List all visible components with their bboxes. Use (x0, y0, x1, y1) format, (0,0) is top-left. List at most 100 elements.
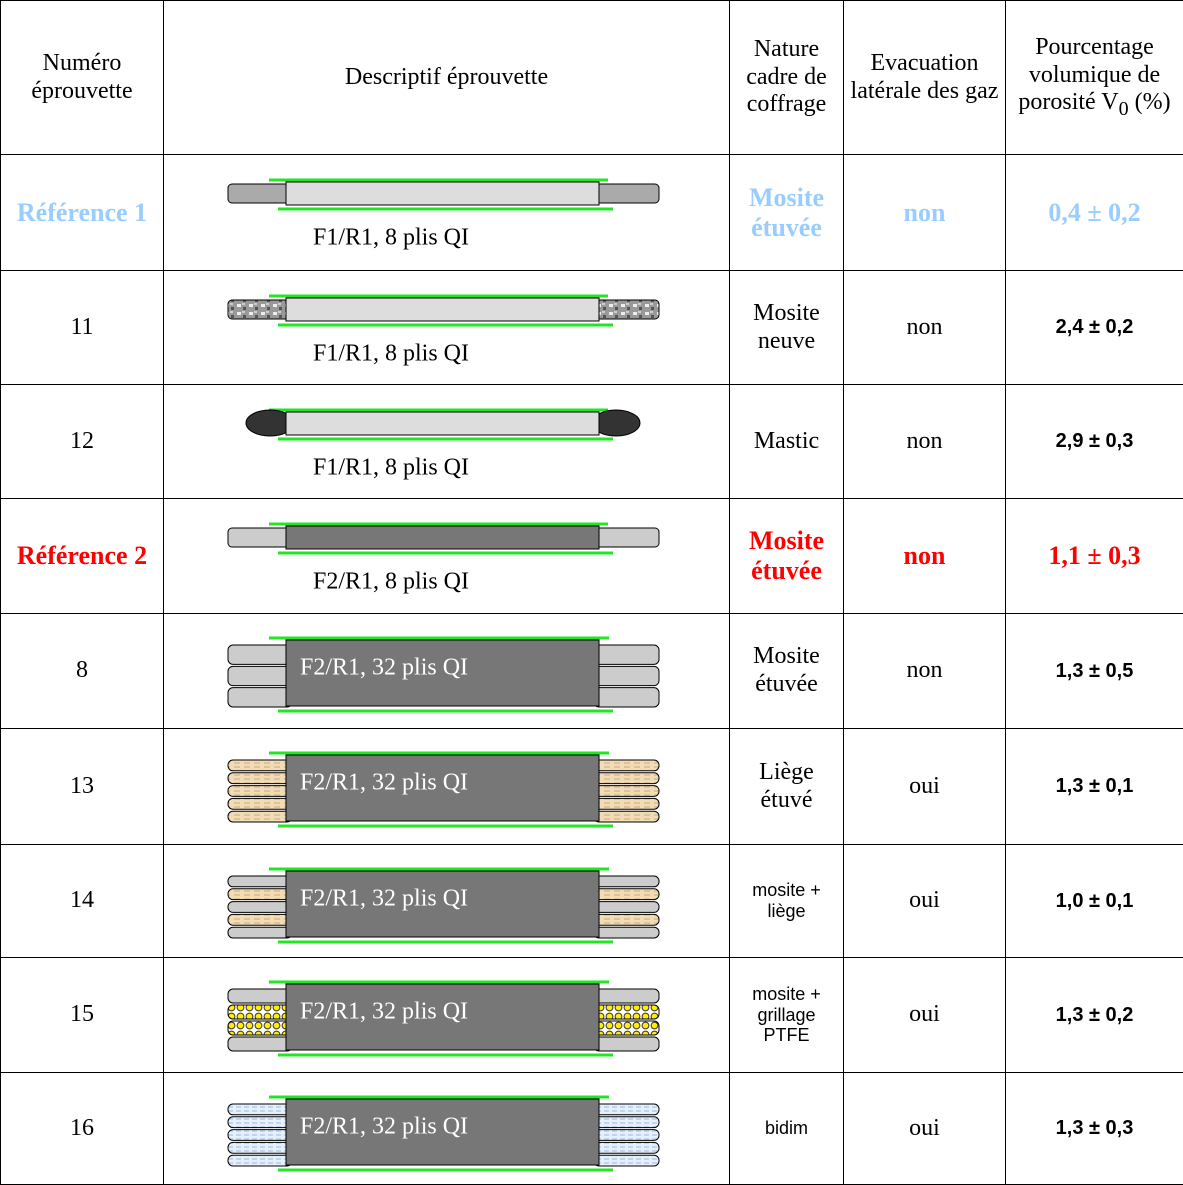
specimen-id: 11 (0, 270, 164, 385)
frame-strip (593, 797, 660, 810)
specimen-label: F1/R1, 8 plis QI (313, 455, 469, 481)
table-row: 15 F2/R1, 32 plis QI mosite + grillage PTF… (0, 957, 1183, 1073)
frame-strip (227, 1129, 293, 1141)
specimen-id: 13 (0, 728, 164, 845)
specimen-label: F2/R1, 8 plis QI (313, 569, 469, 595)
plate (285, 181, 600, 206)
table-body: Référence 1 F1/R1, 8 plis QI Mosite étuvée… (0, 154, 1183, 1185)
frame-type: mosite + liège (729, 844, 844, 958)
header-cell: Nature cadre de coffrage (729, 0, 844, 155)
frame-strip (227, 1036, 293, 1052)
frame-strip (227, 988, 293, 1004)
specimen-drawing: F1/R1, 8 plis QI (227, 178, 660, 251)
frame-strip (593, 759, 660, 772)
table-row: 13 F2/R1, 32 plis QI Liège étuvé oui 1,3 ± 0… (0, 728, 1183, 845)
table-row: 14 F2/R1, 32 plis QI mosite + liège oui 1,0 … (0, 844, 1183, 958)
table-row: 11 F1/R1, 8 plis QI Mosite neuve non 2,4 ± 0… (0, 270, 1183, 385)
plate (285, 1098, 600, 1166)
frame-strip (227, 875, 293, 888)
frame-strip (227, 901, 293, 913)
frame-strip (227, 926, 293, 939)
frame-strip (227, 1141, 293, 1154)
frame-strip (227, 759, 293, 772)
frame-strip (593, 888, 660, 901)
specimen-drawing: F2/R1, 32 plis QI (227, 751, 660, 828)
table-row: 8 F2/R1, 32 plis QI Mosite étuvée non 1,3 ± … (0, 613, 1183, 729)
frame-strip (227, 797, 293, 810)
frame-strip (227, 687, 293, 708)
frame-tab (595, 527, 660, 548)
header-row: Numéro éprouvette Descriptif éprouvette … (0, 0, 1183, 155)
frame-type: Mosite neuve (729, 270, 844, 385)
specimen-description: F2/R1, 32 plis QI (163, 957, 730, 1073)
specimen-drawing: F2/R1, 32 plis QI (227, 867, 660, 944)
plate (285, 639, 600, 707)
header-text: (%) (1128, 89, 1171, 116)
frame-type: Liège étuvé (729, 728, 844, 845)
specimen-id: 14 (0, 844, 164, 958)
specimen-id: 12 (0, 384, 164, 499)
specimen-id: Référence 2 (0, 498, 164, 614)
gas-venting: non (843, 613, 1006, 729)
specimen-id: 16 (0, 1072, 164, 1185)
header-text: Pourcentage volumique de porosité V (1018, 34, 1161, 116)
frame-strip (227, 1004, 293, 1020)
specimen-drawing: F2/R1, 32 plis QI (227, 636, 660, 713)
frame-strip (227, 1020, 293, 1036)
frame-tab (595, 183, 660, 204)
specimen-drawing: F2/R1, 32 plis QI (227, 980, 660, 1057)
frame-strip (593, 1020, 660, 1036)
frame-type: Mosite étuvée (729, 498, 844, 614)
frame-strip (227, 810, 293, 823)
plate (285, 754, 600, 822)
frame-strip (593, 875, 660, 888)
gas-venting: non (843, 498, 1006, 614)
specimen-drawing: F2/R1, 8 plis QI (227, 522, 660, 595)
frame-strip (593, 665, 660, 687)
specimen-drawing: F1/R1, 8 plis QI (245, 408, 641, 481)
frame-strip (593, 687, 660, 708)
plate (285, 525, 600, 550)
frame-strip (593, 785, 660, 797)
specimen-description: F2/R1, 32 plis QI (163, 613, 730, 729)
frame-strip (593, 988, 660, 1004)
frame-strip (227, 1103, 293, 1116)
porosity: 1,3 ± 0,3 (1005, 1072, 1183, 1185)
gas-venting: non (843, 384, 1006, 499)
frame-strip (593, 913, 660, 926)
specimen-drawing: F1/R1, 8 plis QI (227, 294, 660, 367)
frame-strip (227, 785, 293, 797)
frame-tab (227, 183, 291, 204)
frame-strip (593, 1004, 660, 1020)
porosity: 1,3 ± 0,1 (1005, 728, 1183, 845)
frame-strip (593, 926, 660, 939)
specimen-id: Référence 1 (0, 154, 164, 271)
specimen-label: F2/R1, 32 plis QI (300, 999, 468, 1025)
frame-strip (593, 772, 660, 785)
frame-type: Mastic (729, 384, 844, 499)
specimen-description: F2/R1, 8 plis QI (163, 498, 730, 614)
frame-strip (227, 644, 293, 665)
header-cell: Evacuation latérale des gaz (843, 0, 1006, 155)
specimen-label: F1/R1, 8 plis QI (313, 341, 469, 367)
porosity: 2,4 ± 0,2 (1005, 270, 1183, 385)
frame-strip (227, 665, 293, 687)
porosity: 1,3 ± 0,2 (1005, 957, 1183, 1073)
frame-tab (227, 527, 291, 548)
specimen-label: F2/R1, 32 plis QI (300, 770, 468, 796)
table-row: 12 F1/R1, 8 plis QI Mastic non 2,9 ± 0,3 (0, 384, 1183, 499)
frame-strip (593, 1141, 660, 1154)
frame-strip (593, 644, 660, 665)
frame-strip (593, 1036, 660, 1052)
frame-strip (593, 1116, 660, 1129)
plate (285, 411, 600, 436)
frame-type: Mosite étuvée (729, 613, 844, 729)
gas-venting: oui (843, 844, 1006, 958)
frame-strip (593, 1129, 660, 1141)
porosity: 0,4 ± 0,2 (1005, 154, 1183, 271)
gas-venting: oui (843, 957, 1006, 1073)
header-cell: Pourcentage volumique de porosité V0 (%) (1005, 0, 1183, 155)
frame-strip (227, 772, 293, 785)
